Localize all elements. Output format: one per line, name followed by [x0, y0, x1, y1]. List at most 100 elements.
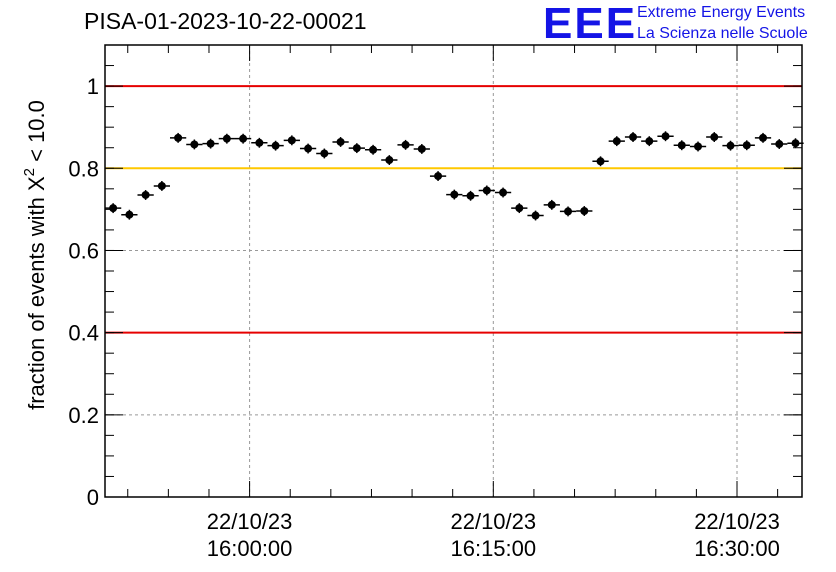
- data-point: [511, 203, 528, 214]
- data-point: [316, 148, 333, 159]
- data-point: [462, 190, 479, 201]
- point-marker: [547, 200, 556, 209]
- data-point: [186, 139, 203, 150]
- x-tick-label-time: 16:00:00: [207, 536, 293, 561]
- grid-layer: [105, 45, 802, 497]
- data-point: [641, 136, 658, 147]
- y-axis-label-superscript: 2: [21, 168, 38, 176]
- data-point: [364, 144, 382, 155]
- x-tick-label-date: 22/10/23: [450, 509, 536, 534]
- point-marker: [482, 186, 491, 195]
- point-marker: [564, 207, 573, 216]
- data-point: [754, 132, 772, 143]
- data-point: [787, 138, 804, 149]
- point-marker: [287, 136, 296, 145]
- data-point: [608, 136, 625, 147]
- data-point: [299, 143, 317, 154]
- axis-tick-labels: 00.20.40.60.8122/10/2316:00:0022/10/2316…: [68, 74, 779, 561]
- data-point: [722, 140, 739, 151]
- data-point: [478, 185, 495, 196]
- data-point: [397, 139, 414, 150]
- data-point: [527, 210, 544, 221]
- data-point: [689, 141, 707, 152]
- point-marker: [385, 156, 394, 165]
- data-point: [218, 133, 235, 144]
- data-point: [673, 140, 690, 151]
- point-marker: [336, 137, 345, 146]
- point-marker: [531, 211, 540, 220]
- point-marker: [206, 139, 215, 148]
- data-point: [121, 209, 138, 220]
- logo-text-line1: Extreme Energy Events: [637, 4, 806, 21]
- y-tick-label: 0.4: [68, 321, 99, 346]
- point-marker: [417, 144, 426, 153]
- data-point: [137, 190, 154, 200]
- data-point: [169, 132, 187, 143]
- y-tick-label: 0.8: [68, 156, 99, 181]
- point-marker: [157, 181, 166, 190]
- point-marker: [401, 140, 410, 149]
- point-marker: [775, 140, 784, 149]
- point-marker: [450, 190, 459, 199]
- point-marker: [710, 133, 719, 142]
- y-axis-label-suffix: < 10.0: [24, 100, 49, 168]
- data-point: [105, 203, 122, 214]
- point-marker: [742, 141, 751, 150]
- data-point: [738, 140, 755, 151]
- axis-ticks: [105, 44, 802, 498]
- point-marker: [791, 139, 800, 148]
- y-tick-label: 1: [87, 74, 99, 99]
- point-marker: [612, 137, 621, 146]
- x-tick-label-date: 22/10/23: [207, 509, 293, 534]
- data-point: [624, 132, 642, 142]
- point-marker: [515, 204, 524, 213]
- point-marker: [190, 140, 199, 149]
- data-point: [771, 139, 788, 149]
- data-point: [543, 199, 560, 210]
- point-marker: [499, 188, 508, 197]
- x-tick-label-time: 16:15:00: [450, 536, 536, 561]
- point-marker: [759, 133, 768, 142]
- point-marker: [320, 149, 329, 158]
- data-point: [494, 187, 512, 198]
- logo-text-line2: La Scienza nelle Scuole: [637, 25, 808, 42]
- point-marker: [580, 207, 589, 216]
- data-point: [251, 137, 268, 148]
- y-tick-label: 0.2: [68, 403, 99, 428]
- data-point: [267, 140, 284, 151]
- data-point: [413, 144, 430, 154]
- data-point: [202, 138, 219, 149]
- eee-logo: EEE: [543, 0, 638, 48]
- data-point: [283, 135, 300, 146]
- data-point: [559, 206, 577, 217]
- point-marker: [255, 138, 264, 147]
- point-marker: [222, 134, 231, 143]
- data-point: [429, 171, 447, 182]
- point-marker: [629, 133, 638, 142]
- plot-frame: [104, 44, 803, 498]
- x-tick-label-time: 16:30:00: [694, 536, 780, 561]
- data-point: [348, 143, 365, 154]
- chart-title: PISA-01-2023-10-22-00021: [84, 8, 367, 34]
- data-point: [592, 156, 609, 167]
- data-point: [234, 133, 252, 144]
- point-marker: [726, 141, 735, 150]
- point-marker: [596, 157, 605, 166]
- y-tick-label: 0: [87, 485, 99, 510]
- data-point: [657, 131, 674, 142]
- data-point: [153, 181, 170, 191]
- point-marker: [694, 142, 703, 151]
- y-tick-label: 0.6: [68, 238, 99, 263]
- point-marker: [369, 145, 378, 154]
- y-axis-label: fraction of events with X2 < 10.0: [21, 100, 49, 410]
- point-marker: [174, 133, 183, 142]
- data-point: [576, 206, 593, 216]
- y-axis-label-prefix: fraction of events with X: [24, 176, 49, 410]
- point-marker: [352, 144, 361, 153]
- data-point: [446, 189, 463, 200]
- reference-lines: [105, 85, 802, 334]
- point-marker: [239, 134, 248, 143]
- point-marker: [125, 210, 134, 219]
- data-points: [105, 131, 804, 221]
